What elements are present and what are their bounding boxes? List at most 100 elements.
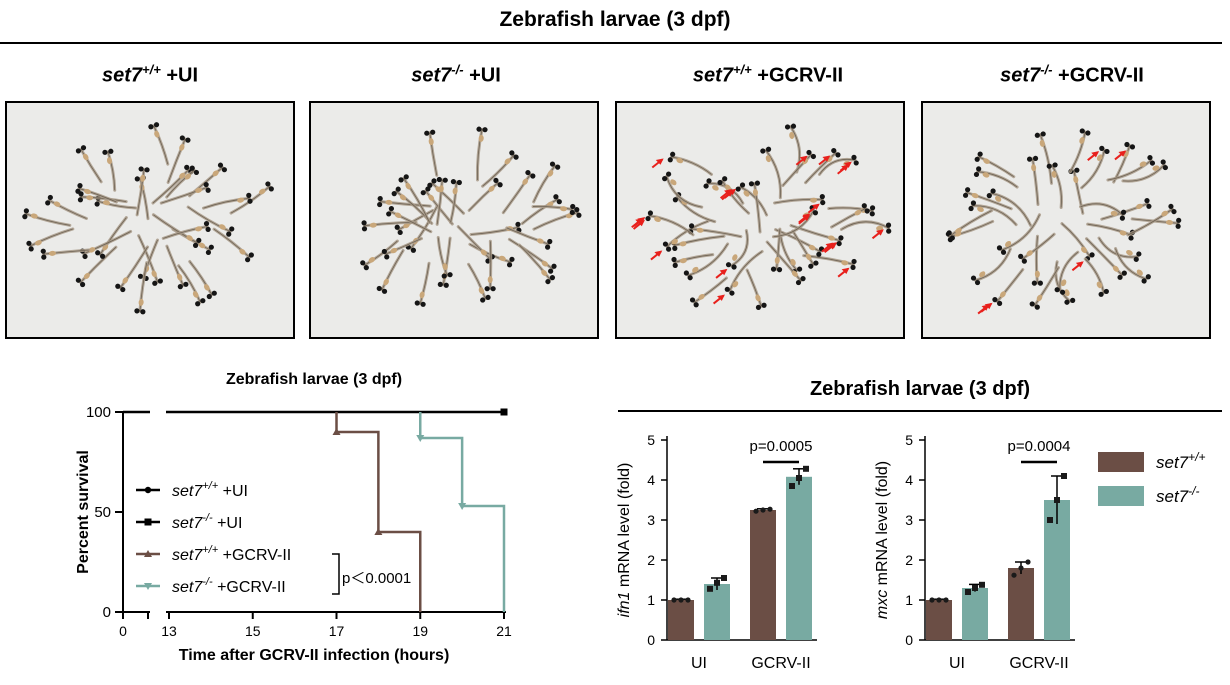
- larva-eye: [493, 177, 499, 184]
- larva-yolk: [1139, 161, 1147, 167]
- larva-eye: [755, 304, 762, 311]
- y-tick-label: 5: [905, 432, 913, 448]
- larva-yolk: [368, 256, 375, 263]
- larva-outline: [166, 169, 195, 198]
- data-point: [979, 581, 985, 588]
- bar: [750, 510, 776, 640]
- larva-eye: [735, 186, 741, 192]
- label-suffix: mRNA level (fold): [616, 463, 633, 592]
- larva-yolk: [1136, 269, 1143, 276]
- larva-yolk: [536, 238, 544, 244]
- larva-outline: [972, 205, 1017, 225]
- larva-outline: [666, 220, 709, 247]
- legend-label: set7-/- +UI: [172, 512, 242, 532]
- legend-item: set7+/+ +UI: [136, 480, 248, 500]
- figure-title: Zebrafish larvae (3 dpf): [499, 8, 731, 31]
- larva-eye: [1144, 198, 1150, 204]
- larva-outline: [136, 169, 145, 215]
- larva-outline: [468, 264, 486, 299]
- red-arrow-head: [984, 302, 993, 310]
- photo-background: [7, 103, 293, 337]
- larva-eye: [662, 176, 668, 182]
- marker-triangle-up: [332, 428, 341, 435]
- marker-circle: [144, 486, 152, 494]
- larva-eye: [974, 156, 980, 162]
- larva-outline: [773, 210, 815, 238]
- larva-eye: [1085, 130, 1091, 136]
- larva-eye: [666, 171, 672, 177]
- larva-eye: [447, 272, 453, 278]
- y-tick-label: 2: [905, 552, 913, 568]
- larva-eye: [739, 182, 746, 188]
- larva-eye: [1089, 252, 1095, 258]
- larva-eye: [437, 281, 443, 288]
- data-point: [1018, 565, 1024, 571]
- larva-eye: [482, 127, 488, 133]
- larvae-drawing: [311, 103, 597, 337]
- larva-outline: [780, 235, 798, 271]
- larva-yolk: [1079, 137, 1085, 144]
- larva-yolk: [712, 185, 719, 191]
- larva-eye: [885, 222, 892, 228]
- larva-eye: [545, 244, 551, 250]
- larva-outline: [1035, 236, 1038, 284]
- larva-eye: [986, 193, 992, 199]
- larva-eye: [381, 248, 387, 255]
- larva-eye: [95, 250, 101, 256]
- legend-gene: set7: [172, 579, 203, 596]
- larva-yolk: [1081, 246, 1087, 254]
- data-point: [671, 597, 677, 603]
- larva-eye: [647, 210, 654, 216]
- larva-eye: [819, 194, 825, 200]
- bar: [704, 584, 730, 640]
- larva-eye: [1029, 301, 1035, 307]
- larva-eye: [221, 167, 228, 173]
- marker-square: [500, 408, 508, 416]
- larva-eye: [394, 224, 400, 230]
- larva-eye: [555, 164, 561, 170]
- larva-outline: [506, 227, 549, 245]
- y-axis-label: mxc mRNA level (fold): [874, 461, 891, 619]
- larva-eye: [946, 230, 952, 236]
- data-point: [796, 475, 802, 481]
- larva-yolk: [258, 188, 266, 195]
- larva-outline: [731, 230, 748, 267]
- data-point: [721, 575, 727, 581]
- larva-yolk: [478, 134, 484, 142]
- larva-eye: [138, 166, 144, 172]
- larva-outline: [364, 240, 398, 266]
- larva-eye: [850, 264, 856, 270]
- larva-outline: [691, 228, 741, 237]
- larva-eye: [816, 251, 822, 257]
- larva-eye: [569, 209, 575, 216]
- larva-yolk: [138, 298, 144, 306]
- larva-outline: [1122, 164, 1165, 182]
- survival-chart: Zebrafish larvae (3 dpf) 0 50 100 Percent s…: [75, 371, 512, 664]
- larva-eye: [851, 154, 857, 160]
- larva-eye: [137, 273, 144, 279]
- larva-eye: [377, 195, 383, 202]
- larva-eye: [177, 284, 183, 290]
- larva-eye: [217, 162, 224, 168]
- larva-outline: [29, 228, 73, 247]
- larva-yolk: [53, 201, 61, 207]
- larvae-photo-ko-ui: [309, 101, 599, 339]
- larva-outline: [381, 250, 404, 291]
- red-arrow-head: [637, 217, 646, 224]
- larva-outline: [78, 188, 117, 203]
- gene-name: mxc: [874, 590, 891, 619]
- larvae-drawing: [7, 103, 293, 337]
- larva-eye: [480, 297, 486, 303]
- larva-eye: [997, 300, 1003, 306]
- larva-eye: [1176, 217, 1182, 223]
- larva-outline: [442, 238, 451, 285]
- larva-yolk: [428, 138, 434, 146]
- label-suffix: mRNA level (fold): [874, 461, 891, 590]
- larva-eye: [976, 166, 982, 172]
- larva-yolk: [186, 235, 193, 241]
- bar: [926, 600, 952, 640]
- larva-yolk: [1126, 250, 1133, 256]
- larva-eye: [761, 302, 767, 308]
- larva-eye: [962, 192, 969, 198]
- larva-eye: [671, 256, 677, 263]
